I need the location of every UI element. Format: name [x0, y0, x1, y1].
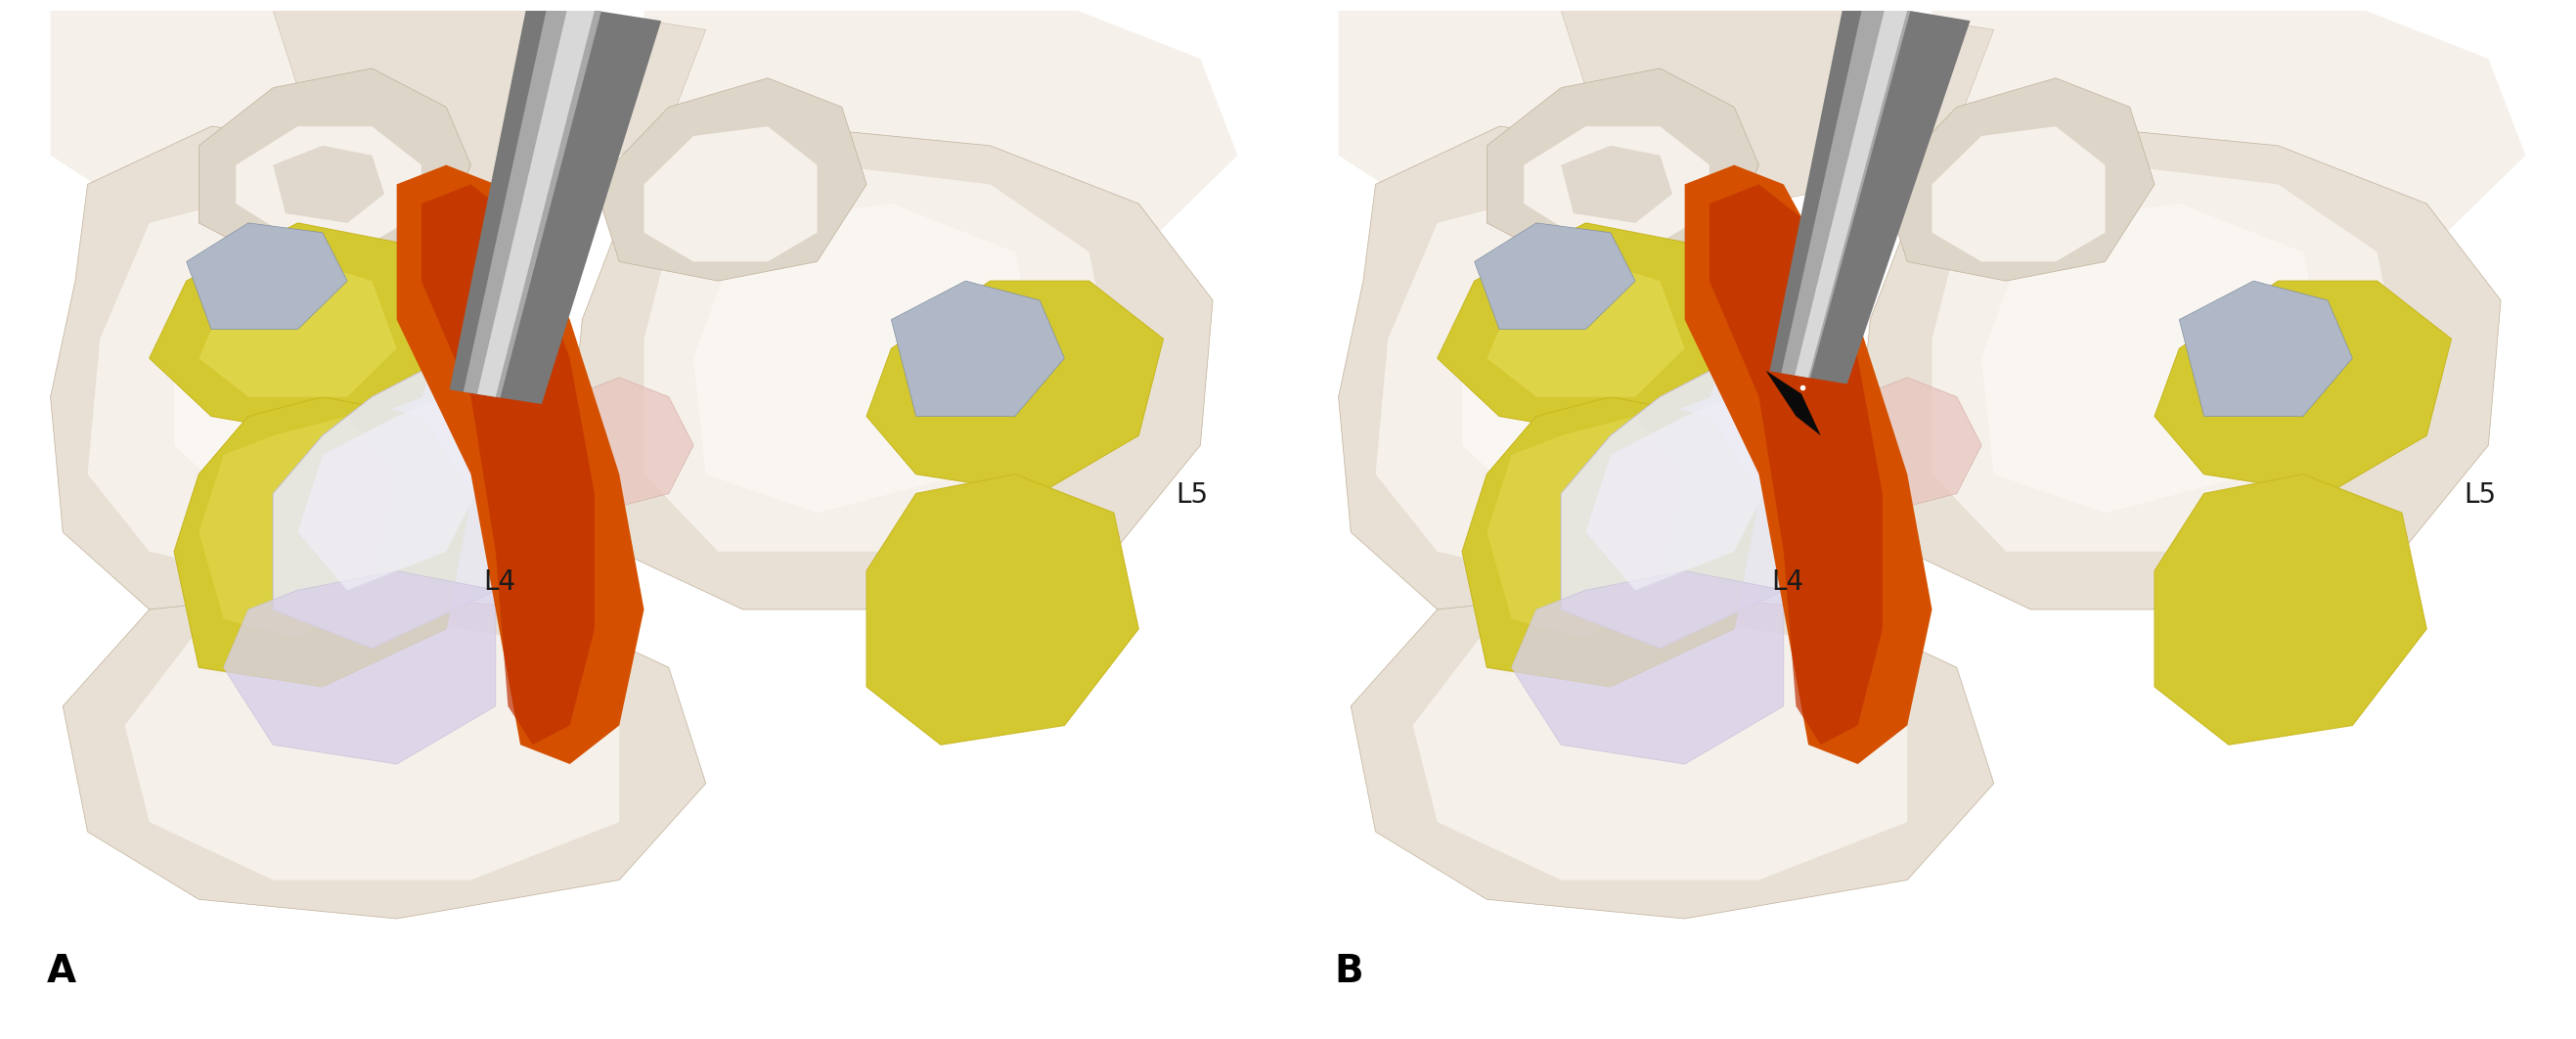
- Polygon shape: [198, 69, 471, 262]
- Text: A: A: [46, 953, 75, 990]
- Polygon shape: [149, 223, 446, 435]
- Polygon shape: [1770, 0, 1971, 384]
- Polygon shape: [477, 6, 595, 397]
- Polygon shape: [1486, 262, 1685, 397]
- Text: B: B: [1334, 953, 1363, 990]
- Polygon shape: [198, 262, 397, 397]
- Text: L5: L5: [2463, 482, 2496, 509]
- Polygon shape: [1981, 204, 2329, 513]
- Polygon shape: [464, 3, 600, 398]
- Polygon shape: [1463, 397, 1759, 687]
- Polygon shape: [1350, 590, 1994, 918]
- Polygon shape: [1512, 570, 1783, 764]
- Polygon shape: [1932, 127, 2105, 262]
- Polygon shape: [52, 10, 422, 223]
- Polygon shape: [175, 223, 446, 513]
- Polygon shape: [1473, 223, 1636, 329]
- Polygon shape: [1525, 127, 1710, 242]
- Polygon shape: [1561, 10, 1994, 204]
- Polygon shape: [644, 127, 817, 262]
- Polygon shape: [569, 127, 1213, 610]
- Polygon shape: [1710, 184, 1883, 745]
- Polygon shape: [2179, 281, 2352, 417]
- Polygon shape: [1412, 610, 1906, 880]
- Polygon shape: [1932, 10, 2524, 300]
- Polygon shape: [1780, 3, 1911, 378]
- Polygon shape: [175, 397, 471, 687]
- Polygon shape: [1486, 417, 1685, 638]
- Polygon shape: [693, 204, 1041, 513]
- Polygon shape: [1340, 127, 1857, 638]
- Polygon shape: [88, 184, 495, 581]
- Polygon shape: [891, 281, 1064, 417]
- Polygon shape: [1340, 10, 1710, 223]
- Polygon shape: [1561, 145, 1672, 223]
- Polygon shape: [62, 590, 706, 918]
- Polygon shape: [422, 184, 595, 745]
- Text: L4: L4: [1772, 568, 1803, 596]
- Polygon shape: [198, 417, 397, 638]
- Polygon shape: [2154, 281, 2452, 494]
- Polygon shape: [1463, 223, 1734, 513]
- Polygon shape: [237, 127, 422, 242]
- Polygon shape: [1932, 165, 2401, 552]
- Polygon shape: [224, 570, 495, 764]
- Polygon shape: [1561, 358, 1834, 648]
- Polygon shape: [520, 377, 693, 513]
- Polygon shape: [124, 610, 618, 880]
- Polygon shape: [273, 10, 706, 204]
- Polygon shape: [1795, 7, 1906, 377]
- Polygon shape: [1765, 371, 1821, 435]
- Polygon shape: [866, 474, 1139, 745]
- Polygon shape: [299, 388, 495, 590]
- Polygon shape: [595, 78, 866, 281]
- Polygon shape: [1808, 377, 1981, 513]
- Polygon shape: [2154, 474, 2427, 745]
- Polygon shape: [644, 165, 1113, 552]
- Polygon shape: [1376, 184, 1783, 581]
- Polygon shape: [1486, 69, 1759, 262]
- Polygon shape: [1857, 127, 2501, 610]
- Polygon shape: [273, 358, 546, 648]
- Polygon shape: [644, 10, 1236, 300]
- Polygon shape: [52, 127, 569, 638]
- Polygon shape: [451, 0, 662, 404]
- Text: L4: L4: [484, 568, 515, 596]
- Polygon shape: [1685, 165, 1932, 764]
- Polygon shape: [397, 165, 644, 764]
- Polygon shape: [185, 223, 348, 329]
- Polygon shape: [273, 145, 384, 223]
- Polygon shape: [866, 281, 1164, 494]
- Polygon shape: [1437, 223, 1734, 435]
- Text: L5: L5: [1175, 482, 1208, 509]
- Polygon shape: [1883, 78, 2154, 281]
- Polygon shape: [1587, 388, 1783, 590]
